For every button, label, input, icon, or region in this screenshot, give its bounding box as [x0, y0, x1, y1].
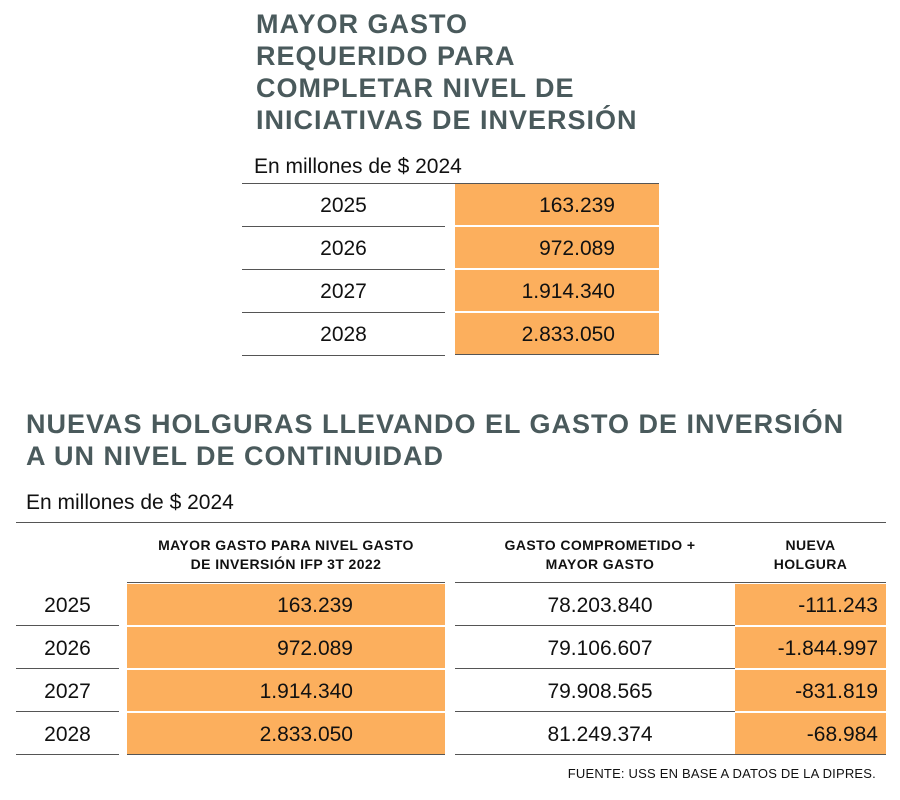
year-cell: 2027	[16, 670, 119, 712]
table-row: 2026 972.089 79.106.607 -1.844.997	[16, 627, 886, 670]
table-row: 2028 2.833.050	[242, 313, 659, 356]
table1-year-cell: 2028	[242, 313, 445, 356]
mayor-gasto-cell: 1.914.340	[127, 670, 445, 712]
gasto-comprometido-cell: 79.908.565	[455, 670, 745, 712]
year-cell: 2025	[16, 584, 119, 626]
nueva-holgura-cell: -831.819	[735, 670, 886, 712]
table1-value-cell: 2.833.050	[455, 313, 659, 355]
table1-unit-label: En millones de $ 2024	[254, 155, 462, 178]
table1-value-cell: 972.089	[455, 227, 659, 269]
header-gasto-comprometido: GASTO COMPROMETIDO + MAYOR GASTO	[504, 537, 696, 572]
mayor-gasto-cell: 163.239	[127, 584, 445, 626]
table2-title: NUEVAS HOLGURAS LLEVANDO EL GASTO DE INV…	[26, 409, 845, 471]
table1-year-cell: 2025	[242, 184, 445, 227]
table-row: 2028 2.833.050 81.249.374 -68.984	[16, 713, 886, 756]
header-mayor-gasto: MAYOR GASTO PARA NIVEL GASTO DE INVERSIÓ…	[158, 537, 414, 572]
header-rule	[735, 582, 886, 583]
table1-year-cell: 2026	[242, 227, 445, 270]
table-row: 2025 163.239	[242, 184, 659, 227]
table-row: 2026 972.089	[242, 227, 659, 270]
table1-value-cell: 1.914.340	[455, 270, 659, 312]
table1-value-cell: 163.239	[455, 184, 659, 226]
table2-top-rule	[16, 522, 886, 523]
table-row: 2027 1.914.340 79.908.565 -831.819	[16, 670, 886, 713]
gasto-comprometido-cell: 78.203.840	[455, 584, 745, 626]
year-cell: 2028	[16, 713, 119, 755]
year-cell: 2026	[16, 627, 119, 669]
table2-unit-label: En millones de $ 2024	[26, 491, 234, 514]
gasto-comprometido-cell: 81.249.374	[455, 713, 745, 755]
table-row: 2025 163.239 78.203.840 -111.243	[16, 584, 886, 627]
table2-body: 2025 163.239 78.203.840 -111.243 2026 97…	[16, 584, 886, 756]
table1-title: MAYOR GASTO REQUERIDO PARA COMPLETAR NIV…	[256, 9, 638, 135]
nueva-holgura-cell: -68.984	[735, 713, 886, 755]
table1-year-cell: 2027	[242, 270, 445, 313]
header-rule	[455, 582, 745, 583]
table-row: 2027 1.914.340	[242, 270, 659, 313]
gasto-comprometido-cell: 79.106.607	[455, 627, 745, 669]
nueva-holgura-cell: -1.844.997	[735, 627, 886, 669]
source-note: FUENTE: USS EN BASE A DATOS DE LA DIPRES…	[567, 766, 876, 781]
header-rule	[127, 582, 445, 583]
mayor-gasto-cell: 972.089	[127, 627, 445, 669]
header-nueva-holgura: NUEVA HOLGURA	[773, 537, 848, 572]
mayor-gasto-cell: 2.833.050	[127, 713, 445, 755]
table1-top-rule	[242, 183, 659, 184]
nueva-holgura-cell: -111.243	[735, 584, 886, 626]
table1: 2025 163.239 2026 972.089 2027 1.914.340…	[242, 183, 659, 356]
